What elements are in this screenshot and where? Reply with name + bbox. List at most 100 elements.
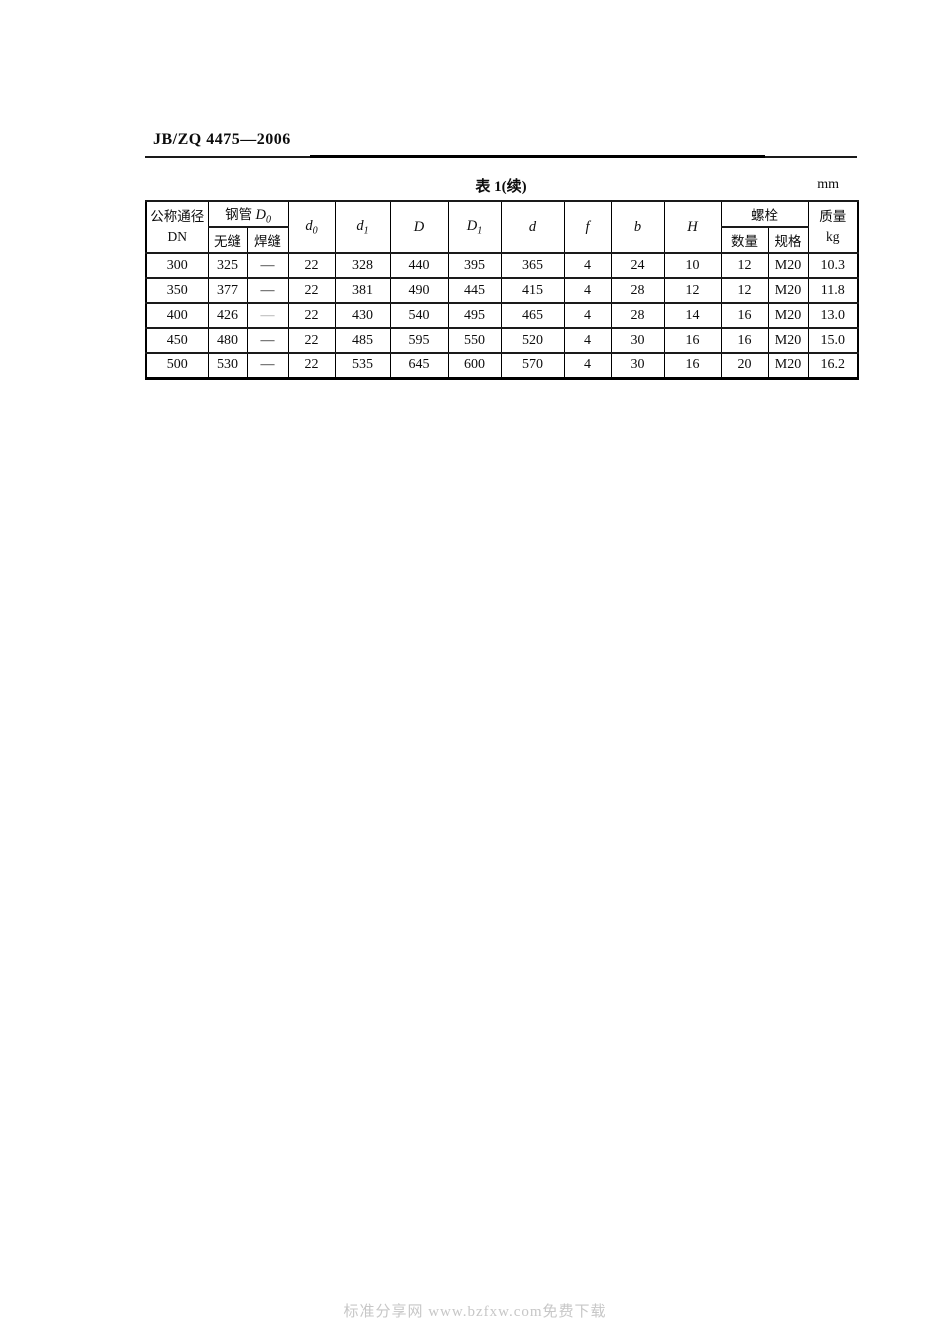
table-cell-d0: 22 <box>287 302 336 329</box>
table-cell-dn: 400 <box>145 302 209 329</box>
watermark-footer: 标准分享网 www.bzfxw.com免费下载 <box>343 1304 607 1320</box>
col-header-D1: D1 <box>447 200 502 254</box>
table-cell-seamless: 377 <box>207 277 248 304</box>
table-row: 400 426—22 430 540 495 465 4 28 14 16 M20 13.0 <box>145 302 859 329</box>
table-cell-d1: 535 <box>334 352 391 379</box>
table-cell-b: 28 <box>610 302 665 329</box>
col-header-mass: 质量 kg <box>807 200 859 254</box>
table-cell-b: 30 <box>610 352 665 379</box>
spec-table: 公称通径 DN 钢管 D0 d0 d1 D D1 d f b H 螺栓 质量 k… <box>145 200 860 380</box>
table-cell-kg: 16.2 <box>807 352 859 379</box>
table-cell-d1: 485 <box>334 327 391 354</box>
table-title: 表 1(续) <box>475 179 527 195</box>
table-body: 300 325—22 328 440 395 365 4 24 10 12 M20 10.3 350 37… <box>145 252 859 379</box>
col-header-H: H <box>663 200 722 254</box>
table-cell-d1: 381 <box>334 277 391 304</box>
table-cell-d: 520 <box>500 327 565 354</box>
mass-label: 质量 <box>819 209 847 225</box>
mass-unit: kg <box>826 229 840 244</box>
table-cell-dn: 300 <box>145 252 209 279</box>
table-cell-spec: M20 <box>767 352 809 379</box>
table-cell-weld: — <box>246 252 289 279</box>
pipe-symbol-sub: 0 <box>265 214 271 226</box>
table-cell-d: 570 <box>500 352 565 379</box>
D1-symbol-sub: 1 <box>477 225 483 237</box>
table-cell-spec: M20 <box>767 327 809 354</box>
table-cell-spec: M20 <box>767 302 809 329</box>
col-header-d1: d1 <box>334 200 391 254</box>
table-cell-d0: 22 <box>287 327 336 354</box>
col-header-qty: 数量 <box>720 226 769 254</box>
table-cell-kg: 15.0 <box>807 327 859 354</box>
table-cell-qty: 12 <box>720 252 769 279</box>
pipe-label: 钢管 <box>225 206 256 222</box>
table-cell-weld: — <box>246 277 289 304</box>
header-rule-bold-segment <box>310 155 765 158</box>
table-cell-D1: 445 <box>447 277 502 304</box>
table-cell-d0: 22 <box>287 352 336 379</box>
col-header-dn-sub: DN <box>167 229 188 244</box>
table-cell-spec: M20 <box>767 277 809 304</box>
table-cell-b: 24 <box>610 252 665 279</box>
table-cell-f: 4 <box>563 277 612 304</box>
unit-label: mm <box>817 177 839 192</box>
d0-symbol-sub: 0 <box>312 225 318 237</box>
table-cell-qty: 16 <box>720 302 769 329</box>
d0-symbol: d <box>305 217 313 234</box>
col-header-b: b <box>610 200 665 254</box>
table-cell-b: 28 <box>610 277 665 304</box>
table-cell-qty: 20 <box>720 352 769 379</box>
table-cell-d1: 328 <box>334 252 391 279</box>
f-symbol: f <box>585 218 590 235</box>
table-cell-f: 4 <box>563 302 612 329</box>
col-header-f: f <box>563 200 612 254</box>
table-cell-D1: 395 <box>447 252 502 279</box>
table-cell-kg: 10.3 <box>807 252 859 279</box>
doc-number: JB/ZQ 4475—2006 <box>153 131 291 148</box>
d-symbol: d <box>528 218 537 235</box>
table-cell-d1: 430 <box>334 302 391 329</box>
table-cell-seamless: 530 <box>207 352 248 379</box>
col-header-dn: 公称通径 DN <box>145 200 209 254</box>
col-header-bolt: 螺栓 <box>720 200 809 228</box>
table-cell-D: 440 <box>389 252 449 279</box>
table-cell-kg: 13.0 <box>807 302 859 329</box>
d1-symbol: d <box>356 217 364 234</box>
table-head: 公称通径 DN 钢管 D0 d0 d1 D D1 d f b H 螺栓 质量 k… <box>145 200 859 254</box>
D-symbol: D <box>413 218 425 235</box>
table-cell-qty: 12 <box>720 277 769 304</box>
col-header-d: d <box>500 200 565 254</box>
table-cell-dn: 500 <box>145 352 209 379</box>
table-cell-H: 14 <box>663 302 722 329</box>
table-cell-d: 465 <box>500 302 565 329</box>
col-header-weld: 焊缝 <box>246 226 289 254</box>
table-cell-weld: — <box>246 327 289 354</box>
table-row: 350 377—22 381 490 445 415 4 28 12 12 M20 11.8 <box>145 277 859 304</box>
header-row-1: 公称通径 DN 钢管 D0 d0 d1 D D1 d f b H 螺栓 质量 k… <box>145 200 859 254</box>
table-cell-b: 30 <box>610 327 665 354</box>
H-symbol: H <box>687 218 698 235</box>
table-cell-f: 4 <box>563 327 612 354</box>
table-cell-d0: 22 <box>287 252 336 279</box>
table-cell-D: 490 <box>389 277 449 304</box>
col-header-d0: d0 <box>287 200 336 254</box>
table-cell-weld: — <box>246 302 289 329</box>
pipe-symbol: D <box>255 206 266 223</box>
table-cell-seamless: 426 <box>207 302 248 329</box>
table-cell-dn: 450 <box>145 327 209 354</box>
col-header-D: D <box>389 200 449 254</box>
D1-symbol: D <box>466 217 478 234</box>
table-cell-H: 16 <box>663 327 722 354</box>
col-header-pipe: 钢管 D0 <box>207 200 289 228</box>
b-symbol: b <box>633 218 642 235</box>
col-header-dn-label: 公称通径 <box>150 209 205 225</box>
col-header-spec: 规格 <box>767 226 809 254</box>
table-cell-H: 16 <box>663 352 722 379</box>
table-row: 300 325—22 328 440 395 365 4 24 10 12 M20 10.3 <box>145 252 859 279</box>
table-cell-d: 415 <box>500 277 565 304</box>
table-cell-H: 12 <box>663 277 722 304</box>
header-row-2: 无缝 焊缝 数量 规格 <box>146 226 858 254</box>
table-cell-qty: 16 <box>720 327 769 354</box>
table-cell-D: 595 <box>389 327 449 354</box>
table-cell-seamless: 325 <box>207 252 248 279</box>
